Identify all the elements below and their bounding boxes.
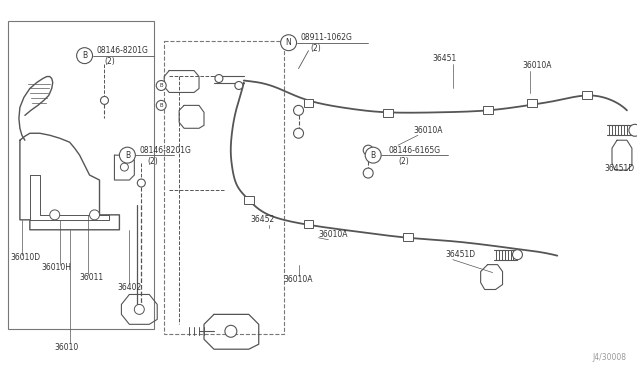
Circle shape: [90, 210, 99, 220]
Bar: [164, 41, 284, 334]
Circle shape: [629, 124, 640, 136]
Circle shape: [513, 250, 522, 260]
Text: 36011: 36011: [79, 273, 104, 282]
Bar: [582, 92, 592, 99]
Text: N: N: [285, 38, 291, 47]
Circle shape: [100, 96, 108, 105]
Text: 36451: 36451: [433, 54, 457, 63]
Text: 08911-1062G: 08911-1062G: [301, 33, 353, 42]
Text: 36451D: 36451D: [604, 164, 634, 173]
Circle shape: [225, 326, 237, 337]
Text: 36010A: 36010A: [284, 275, 313, 284]
Bar: [303, 99, 314, 108]
Circle shape: [120, 147, 135, 163]
Circle shape: [364, 145, 373, 155]
Circle shape: [134, 304, 144, 314]
Text: B: B: [159, 83, 163, 88]
Text: 36010: 36010: [55, 343, 79, 352]
Circle shape: [215, 74, 223, 83]
Text: B: B: [371, 151, 376, 160]
Text: 36010H: 36010H: [42, 263, 72, 272]
Text: 08146-6165G: 08146-6165G: [388, 146, 440, 155]
Circle shape: [138, 179, 145, 187]
Circle shape: [365, 147, 381, 163]
Text: (2): (2): [104, 57, 115, 66]
Text: J4/30008: J4/30008: [592, 353, 626, 362]
Text: (2): (2): [147, 157, 158, 166]
Text: (2): (2): [310, 44, 321, 53]
Text: B: B: [125, 151, 130, 160]
Circle shape: [50, 210, 60, 220]
Circle shape: [120, 163, 129, 171]
Bar: [527, 99, 538, 108]
Text: B: B: [159, 103, 163, 108]
Bar: [403, 233, 413, 241]
Circle shape: [280, 35, 296, 51]
Text: 36452: 36452: [251, 215, 275, 224]
Text: 36010A: 36010A: [319, 230, 348, 239]
Circle shape: [156, 80, 166, 90]
Circle shape: [364, 168, 373, 178]
Text: 36010A: 36010A: [522, 61, 552, 70]
Text: 36402: 36402: [117, 283, 141, 292]
Bar: [303, 220, 314, 228]
Circle shape: [294, 105, 303, 115]
Text: (2): (2): [398, 157, 409, 166]
Circle shape: [77, 48, 93, 64]
Circle shape: [235, 81, 243, 90]
Text: 36010A: 36010A: [413, 126, 442, 135]
Text: 08146-8201G: 08146-8201G: [140, 146, 191, 155]
Bar: [483, 106, 493, 114]
Bar: [244, 196, 253, 204]
Circle shape: [294, 128, 303, 138]
Circle shape: [156, 100, 166, 110]
Bar: [8, 21, 154, 329]
Bar: [383, 109, 393, 117]
Text: B: B: [82, 51, 87, 60]
Text: 36010D: 36010D: [10, 253, 40, 262]
Text: 08146-8201G: 08146-8201G: [97, 46, 148, 55]
Text: 36451D: 36451D: [446, 250, 476, 259]
